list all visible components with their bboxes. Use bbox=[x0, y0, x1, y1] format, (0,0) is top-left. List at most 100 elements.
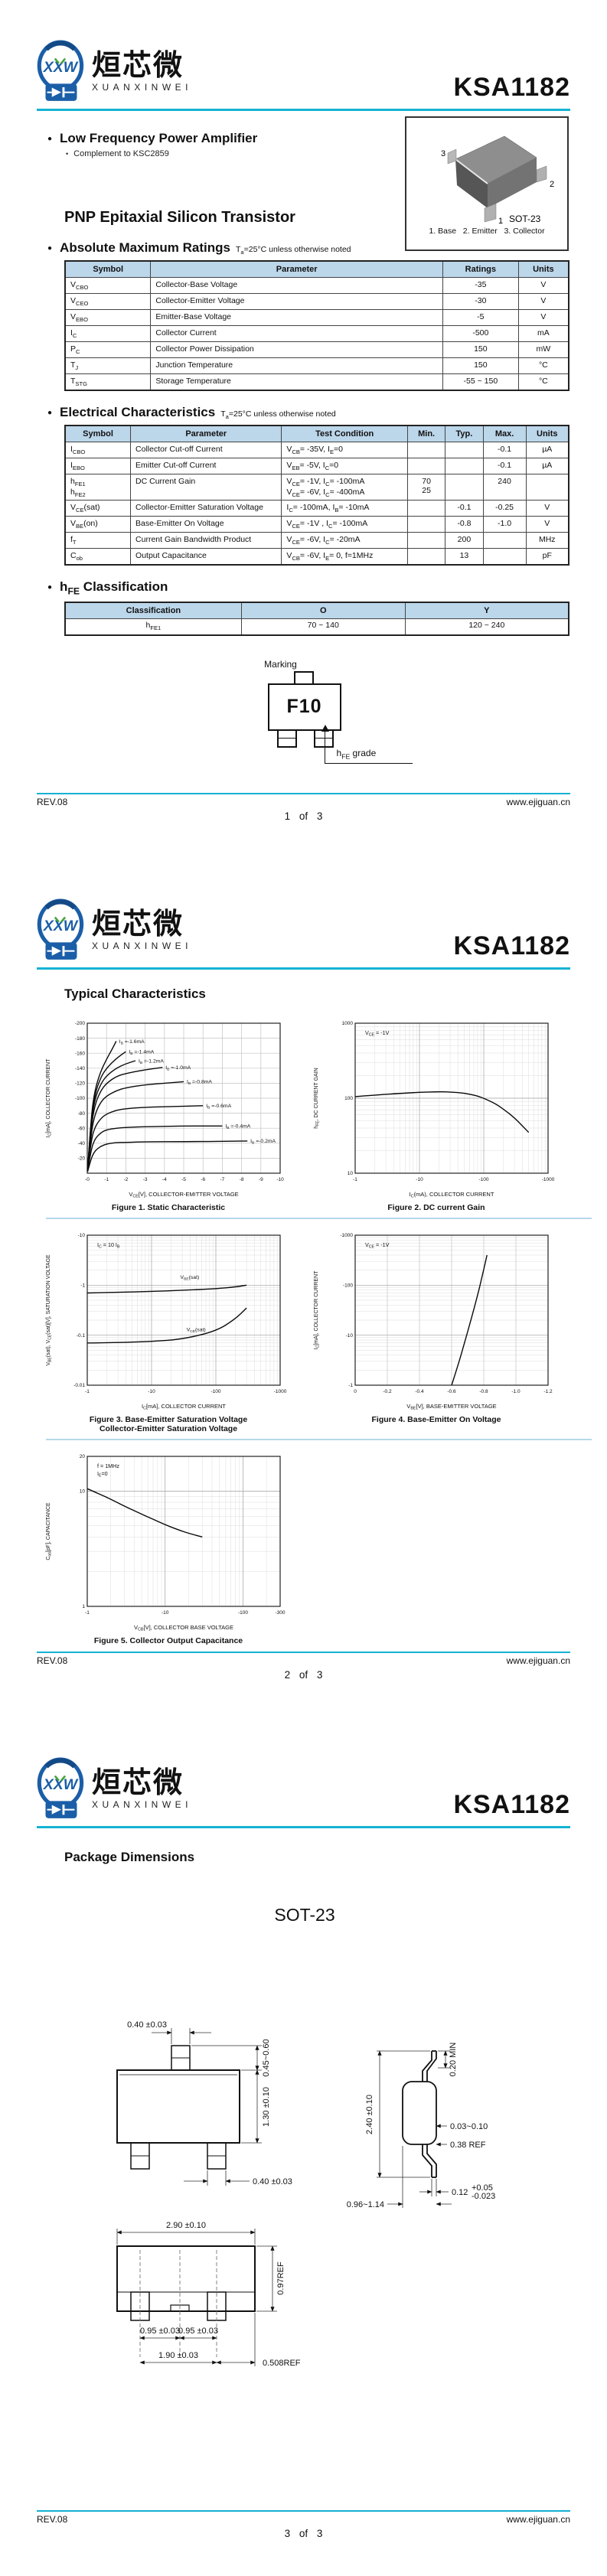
elec-body: ICBO Collector Cut-off Current VCB= -35V, … bbox=[64, 442, 569, 566]
table-row: hFE1 70 ~ 140 120 ~ 240 bbox=[64, 618, 569, 636]
dim-side-body-edge: 0.03~0.10 bbox=[450, 2122, 488, 2131]
website-link: www.ejiguan.cn bbox=[506, 797, 570, 807]
table-row: IC Collector Current -500 mA bbox=[64, 325, 569, 343]
table-row: fT Current Gain Bandwidth Product VCE= -6V… bbox=[64, 532, 569, 549]
page-2: XXW 烜芯微 XUANXINWEI KSA1182 Typical Chara… bbox=[0, 859, 607, 1717]
page3-footer: REV.08 www.ejiguan.cn 3 of 3 bbox=[37, 2509, 570, 2539]
dim-side-lead-thickness: 0.12 bbox=[452, 2188, 468, 2197]
svg-text:-200: -200 bbox=[75, 1021, 85, 1026]
page1-header: XXW 烜芯微 XUANXINWEI KSA1182 bbox=[0, 0, 607, 104]
feature-list: Low Frequency Power Amplifier Complement… bbox=[47, 131, 377, 158]
svg-text:-10: -10 bbox=[416, 1177, 423, 1182]
svg-text:-300: -300 bbox=[275, 1610, 285, 1616]
dim-pitch-right: 0.95 ±0.03 bbox=[178, 2327, 218, 2336]
sot23-3d-image: 3 2 1 SOT-23 bbox=[441, 135, 554, 226]
elec-title: Electrical Characteristics bbox=[60, 405, 216, 420]
svg-text:-5: -5 bbox=[181, 1177, 186, 1182]
table-row: IEBO Emitter Cut-off Current VEB= -5V, IC=… bbox=[64, 458, 569, 475]
svg-text:1000: 1000 bbox=[342, 1021, 354, 1026]
figure-5-caption: Figure 5. Collector Output Capacitance bbox=[93, 1636, 243, 1645]
abs-max-body: VCBO Collector-Base Voltage -35 V VCEO Collec… bbox=[64, 277, 569, 391]
page-number: 2 of 3 bbox=[284, 1669, 323, 1681]
dim-edge-ref: 0.508REF bbox=[263, 2359, 301, 2368]
dim-pitch-left: 0.95 ±0.03 bbox=[140, 2327, 180, 2336]
figures-grid: -0 -1 -2 -3 -4 -5 -6 -7 -8 -9 -10 -20 -40 -60 -80 -100-… bbox=[40, 1012, 607, 1645]
abs-max-heading: Absolute Maximum Ratings Ta=25°C unless … bbox=[47, 240, 607, 256]
svg-text:-0.1: -0.1 bbox=[77, 1333, 86, 1339]
package-type-label: SOT-23 bbox=[509, 214, 541, 224]
svg-text:VCE(sat): VCE(sat) bbox=[187, 1327, 206, 1334]
package-name: SOT-23 bbox=[274, 1905, 335, 1925]
svg-text:100: 100 bbox=[344, 1096, 353, 1101]
logo-company-name-cn: 烜芯微 bbox=[92, 1767, 184, 1799]
svg-text:-1: -1 bbox=[85, 1389, 90, 1394]
dim-side-ref: 0.38 REF bbox=[450, 2141, 486, 2150]
hfe-body: hFE1 70 ~ 140 120 ~ 240 bbox=[64, 618, 569, 636]
figure-4-plot: 0 -0.2 -0.4 -0.6 -0.8 -1.0 -1.2 -1 -10 -100 -1000 V… bbox=[308, 1224, 565, 1415]
svg-text:-1.2: -1.2 bbox=[543, 1389, 553, 1394]
logo-company-name-en: XUANXINWEI bbox=[92, 1799, 193, 1810]
hfe-title: hFE Classification bbox=[60, 579, 168, 597]
svg-text:-4: -4 bbox=[162, 1177, 167, 1182]
svg-text:-9: -9 bbox=[259, 1177, 263, 1182]
svg-text:-120: -120 bbox=[75, 1081, 85, 1087]
elec-condition: Ta=25°C unless otherwise noted bbox=[220, 409, 336, 421]
hfe-header-row: Classification O Y bbox=[64, 602, 569, 619]
dim-side-total-height: 2.40 ±0.10 bbox=[365, 2095, 374, 2134]
revision-label: REV.08 bbox=[37, 797, 68, 807]
logo-mark-icon: XXW bbox=[37, 40, 84, 101]
pin1-label: 1 bbox=[498, 217, 503, 226]
svg-text:XXW: XXW bbox=[43, 918, 79, 934]
figure-4-base-emitter-on-voltage: 0 -0.2 -0.4 -0.6 -0.8 -1.0 -1.2 -1 -10 -100 -1000 V… bbox=[308, 1224, 565, 1433]
dim-side-foot-span: 0.96~1.14 bbox=[347, 2200, 384, 2209]
figure-4-caption: Figure 4. Base-Emitter On Voltage bbox=[371, 1415, 501, 1424]
svg-text:-0.01: -0.01 bbox=[73, 1383, 85, 1388]
row-separator bbox=[46, 1439, 592, 1440]
part-number: KSA1182 bbox=[453, 931, 570, 960]
svg-text:-10: -10 bbox=[346, 1333, 354, 1339]
package-photo-box: 3 2 1 SOT-23 1. Base 2. Emitter 3. Colle… bbox=[405, 116, 569, 251]
figure-5-collector-output-capacitance: -1 -10 -100 -300 1 10 20 f = 1MHz IE=0 VCB[V], CO… bbox=[40, 1446, 297, 1645]
company-logo: XXW 烜芯微 XUANXINWEI bbox=[37, 1757, 192, 1821]
svg-text:-100: -100 bbox=[478, 1177, 488, 1182]
svg-text:IC[mA], COLLECTOR CURRENT: IC[mA], COLLECTOR CURRENT bbox=[314, 1270, 321, 1349]
svg-text:-20: -20 bbox=[78, 1156, 86, 1162]
figure-2-dc-current-gain: -1 -10 -100 -1000 10 100 1000 VCE = -1V IC(mA), … bbox=[308, 1012, 565, 1212]
svg-text:IB =-0.4mA: IB =-0.4mA bbox=[225, 1124, 250, 1131]
part-number: KSA1182 bbox=[453, 73, 570, 102]
svg-text:-100: -100 bbox=[75, 1096, 85, 1101]
dim-side-lead-tol-dn: -0.023 bbox=[472, 2192, 495, 2201]
website-link: www.ejiguan.cn bbox=[506, 1655, 570, 1666]
svg-text:-60: -60 bbox=[78, 1126, 86, 1131]
website-link: www.ejiguan.cn bbox=[506, 2514, 570, 2525]
svg-text:-6: -6 bbox=[201, 1177, 205, 1182]
svg-text:-1000: -1000 bbox=[542, 1177, 555, 1182]
svg-text:-0: -0 bbox=[85, 1177, 90, 1182]
hfe-grade-arrow bbox=[321, 724, 329, 732]
svg-text:-100: -100 bbox=[210, 1389, 220, 1394]
svg-text:-100: -100 bbox=[343, 1283, 353, 1289]
marking-bottom-pin-left bbox=[276, 729, 297, 748]
svg-text:VBE[V], BASE-EMITTER VOLTAGE: VBE[V], BASE-EMITTER VOLTAGE bbox=[406, 1403, 496, 1411]
svg-text:f = 1MHz: f = 1MHz bbox=[97, 1462, 119, 1469]
svg-text:-1.0: -1.0 bbox=[511, 1389, 521, 1394]
svg-text:XXW: XXW bbox=[43, 1776, 79, 1793]
page2-footer: REV.08 www.ejiguan.cn 2 of 3 bbox=[37, 1651, 570, 1681]
svg-text:1: 1 bbox=[82, 1604, 85, 1609]
svg-text:-1: -1 bbox=[85, 1610, 90, 1616]
package-dimension-drawing: 0.40 ±0.03 0.45~0.60 1.30 ±0.10 0.40 ±0.… bbox=[116, 2020, 495, 2368]
logo-xxw-text: XXW bbox=[43, 59, 79, 76]
elec-header-row: Symbol Parameter Test Condition Min. Typ. Max… bbox=[64, 425, 569, 443]
device-subtitle: PNP Epitaxial Silicon Transistor bbox=[64, 209, 295, 226]
row-separator bbox=[46, 1218, 592, 1219]
svg-text:-10: -10 bbox=[148, 1389, 155, 1394]
dim-bottom-depth: 0.97REF bbox=[276, 2261, 286, 2295]
dim-front-body-height: 1.30 ±0.10 bbox=[262, 2087, 271, 2127]
svg-text:IB =-0.6mA: IB =-0.6mA bbox=[206, 1104, 231, 1110]
svg-text:VBE(sat): VBE(sat) bbox=[181, 1275, 200, 1282]
page-3: XXW 烜芯微 XUANXINWEI KSA1182 Package Dimen… bbox=[0, 1717, 607, 2576]
svg-text:-1: -1 bbox=[104, 1177, 109, 1182]
svg-text:hFE, DC CURRENT GAIN: hFE, DC CURRENT GAIN bbox=[314, 1068, 321, 1128]
svg-text:-1: -1 bbox=[353, 1177, 357, 1182]
typical-characteristics-title: Typical Characteristics bbox=[64, 986, 206, 1001]
